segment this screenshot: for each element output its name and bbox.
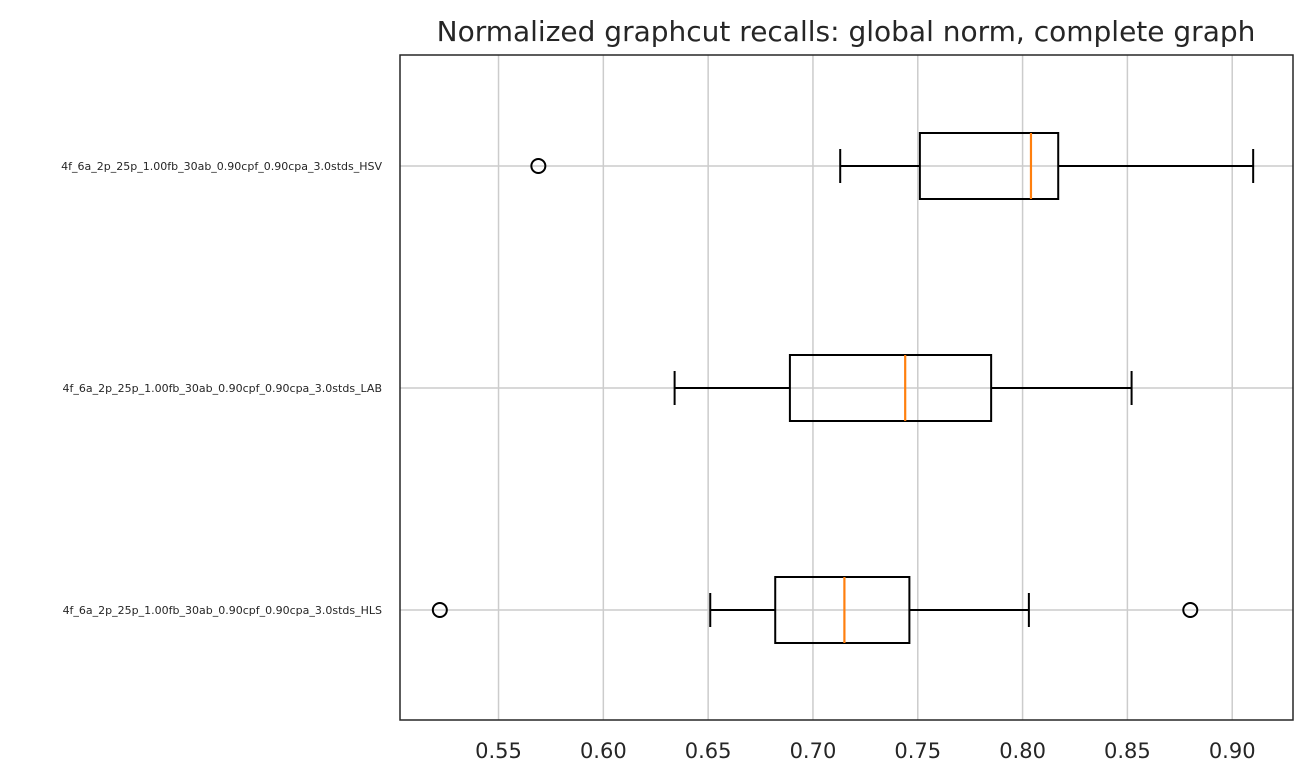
box-group — [530, 132, 1255, 200]
y-axis-categories: 4f_6a_2p_25p_1.00fb_30ab_0.90cpf_0.90cpa… — [61, 160, 382, 617]
iqr-box — [788, 354, 993, 422]
outlier-point — [431, 602, 448, 618]
x-axis-ticks: 0.55 0.60 0.65 0.70 0.75 0.80 0.85 0.90 — [475, 739, 1255, 763]
box-group — [431, 576, 1199, 644]
box-series — [431, 132, 1255, 644]
x-tick-label: 0.75 — [894, 739, 941, 763]
chart-title: Normalized graphcut recalls: global norm… — [437, 15, 1256, 48]
y-category-label: 4f_6a_2p_25p_1.00fb_30ab_0.90cpf_0.90cpa… — [63, 382, 383, 395]
y-category-label: 4f_6a_2p_25p_1.00fb_30ab_0.90cpf_0.90cpa… — [61, 160, 382, 173]
iqr-box — [774, 576, 911, 644]
x-tick-label: 0.60 — [580, 739, 627, 763]
x-tick-label: 0.65 — [685, 739, 732, 763]
iqr-box — [918, 132, 1060, 200]
y-category-label: 4f_6a_2p_25p_1.00fb_30ab_0.90cpf_0.90cpa… — [63, 604, 382, 617]
plot-frame — [399, 54, 1294, 721]
x-tick-label: 0.85 — [1104, 739, 1151, 763]
x-tick-label: 0.70 — [790, 739, 837, 763]
outlier-point — [1182, 602, 1199, 618]
outlier-point — [530, 158, 547, 174]
grid-lines — [400, 55, 1293, 720]
x-tick-label: 0.90 — [1209, 739, 1256, 763]
x-tick-label: 0.80 — [999, 739, 1046, 763]
box-group — [673, 354, 1133, 422]
x-tick-label: 0.55 — [475, 739, 522, 763]
